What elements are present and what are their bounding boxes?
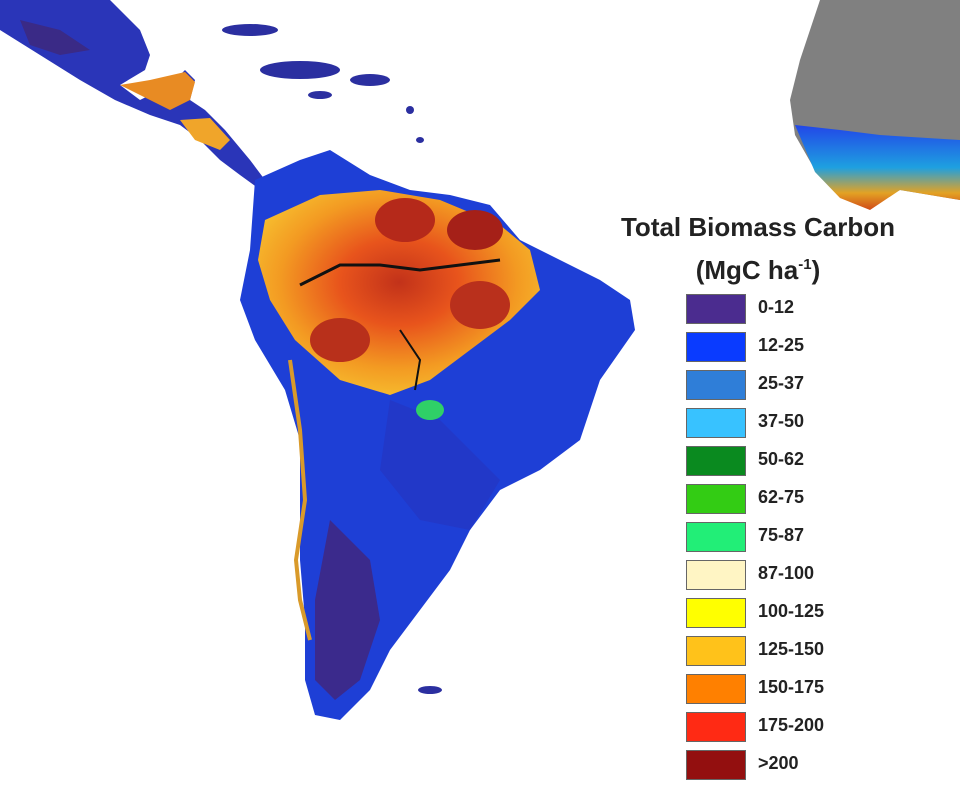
caribbean-islands [222,24,424,143]
legend-swatch [686,598,746,628]
legend-unit-suffix: ) [811,255,821,285]
legend-unit: (MgC ha-1) [598,250,918,285]
legend-item: 25-37 [662,366,852,404]
legend-label: >200 [758,753,799,773]
legend-item: 87-100 [662,556,852,594]
legend-item: 100-125 [662,594,852,632]
legend-swatch [686,332,746,362]
legend-unit-exponent: -1 [798,256,812,273]
legend-label: 150-175 [758,677,825,697]
legend-swatch [686,484,746,514]
legend-item: 37-50 [662,404,852,442]
legend-label: 100-125 [758,601,825,621]
legend-swatch [686,446,746,476]
legend-item: >200 [662,746,852,784]
legend-label: 25-37 [758,373,805,393]
legend-label: 37-50 [758,411,805,431]
legend-item: 175-200 [662,708,852,746]
legend-swatch [686,370,746,400]
legend-title: Total Biomass Carbon [620,212,895,242]
legend-label: 175-200 [758,715,825,735]
africa-landmass [790,0,960,210]
legend-swatch [686,560,746,590]
legend-item: 62-75 [662,480,852,518]
legend-item: 50-62 [662,442,852,480]
legend-label: 87-100 [758,563,815,583]
legend-label: 62-75 [758,487,805,507]
legend-list: 0-12 12-25 25-37 37-50 50-62 62-75 75-87… [662,290,852,786]
legend-item: 12-25 [662,328,852,366]
legend-item: 75-87 [662,518,852,556]
legend-unit-prefix: (MgC ha [695,255,799,285]
legend-swatch [686,712,746,742]
south-america-landmass [240,150,635,720]
legend-swatch [686,522,746,552]
legend-label: 50-62 [758,449,805,469]
legend-label: 0-12 [758,297,795,317]
legend: Total Biomass Carbon (MgC ha-1) 0-12 12-… [590,212,920,787]
legend-swatch [686,294,746,324]
legend-item: 125-150 [662,632,852,670]
legend-swatch [686,636,746,666]
legend-swatch [686,750,746,780]
legend-label: 75-87 [758,525,805,545]
legend-label: 12-25 [758,335,805,355]
mexico-landmass [0,0,265,188]
legend-item: 150-175 [662,670,852,708]
legend-swatch [686,408,746,438]
legend-label: 125-150 [758,639,825,659]
legend-swatch [686,674,746,704]
legend-item: 0-12 [662,290,852,328]
